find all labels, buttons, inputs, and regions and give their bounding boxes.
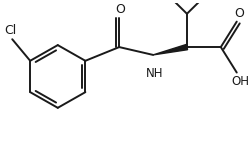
Text: OH: OH — [232, 76, 250, 88]
Text: NH: NH — [146, 67, 164, 80]
Polygon shape — [153, 44, 187, 55]
Text: O: O — [234, 7, 244, 20]
Text: O: O — [115, 3, 125, 16]
Text: Cl: Cl — [4, 24, 16, 37]
